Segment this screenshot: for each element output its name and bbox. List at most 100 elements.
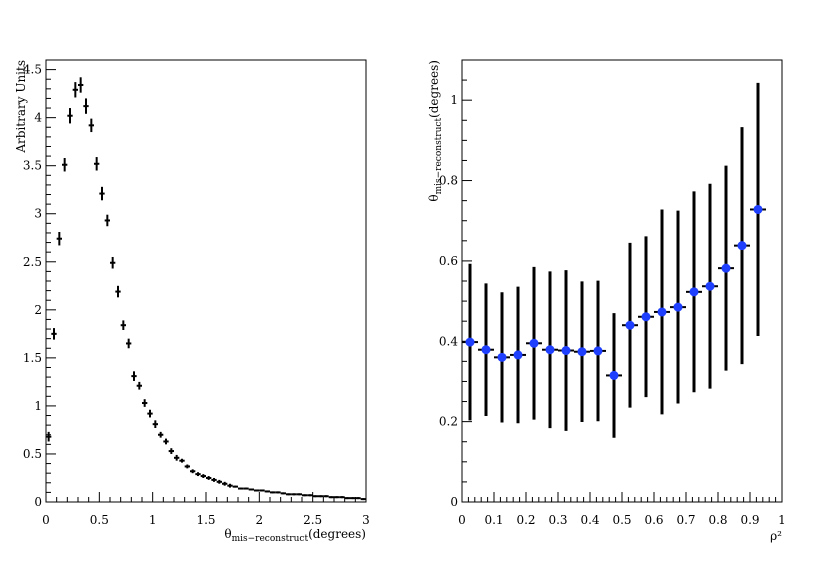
left-data-point xyxy=(195,472,201,477)
right-marker xyxy=(609,370,619,380)
right-x-tick-label: 0.7 xyxy=(676,513,695,527)
right-marker xyxy=(721,263,731,273)
left-data-point xyxy=(243,487,249,490)
left-y-tick-label: 0.5 xyxy=(23,447,42,461)
left-data-point xyxy=(152,420,158,429)
left-data-points xyxy=(46,77,366,501)
left-x-tick-label: 2.5 xyxy=(303,513,322,527)
left-data-point xyxy=(344,497,350,500)
right-data-point xyxy=(590,280,606,422)
left-data-point xyxy=(302,494,308,497)
left-data-point xyxy=(334,496,340,499)
right-marker xyxy=(545,345,555,355)
right-marker xyxy=(673,302,683,312)
left-data-point xyxy=(270,491,276,494)
left-data-point xyxy=(238,487,244,490)
right-x-tick-label: 1 xyxy=(778,513,786,527)
left-x-tick-label: 0.5 xyxy=(90,513,109,527)
right-marker xyxy=(497,352,507,362)
right-axes: 0 0.1 0.2 0.3 0.4 0.5 0.6 0.7 0.8 0.9 1 0 0.2 0.4 0.6 0… xyxy=(439,59,786,527)
left-chart: 0 0.5 1 1.5 2 2.5 3 0 0.5 1 1.5 2 2.5 3 3.5 4 4.5 Arbitr… xyxy=(14,59,370,544)
left-data-point xyxy=(275,491,281,494)
left-y-tick-label: 1.5 xyxy=(23,351,42,365)
right-x-tick-label: 0.2 xyxy=(516,513,535,527)
left-data-point xyxy=(280,492,286,495)
left-data-point xyxy=(264,490,270,493)
left-data-point xyxy=(179,458,185,463)
left-data-point xyxy=(227,483,233,488)
right-marker xyxy=(657,307,667,317)
left-data-point xyxy=(216,479,222,484)
left-data-point xyxy=(312,495,318,498)
right-data-point xyxy=(734,127,750,365)
left-data-point xyxy=(56,231,62,246)
left-data-point xyxy=(136,381,142,390)
left-data-point xyxy=(126,338,132,349)
right-data-point xyxy=(494,292,510,423)
left-data-point xyxy=(286,493,292,496)
right-y-tick-label: 0.6 xyxy=(439,254,458,268)
right-y-tick-label: 1 xyxy=(450,93,458,107)
right-data-point xyxy=(622,242,638,408)
right-marker xyxy=(513,350,523,360)
right-plot-frame xyxy=(461,59,783,503)
left-data-point xyxy=(104,214,110,227)
right-data-point xyxy=(606,313,622,438)
left-data-point xyxy=(168,448,174,454)
right-data-point xyxy=(526,266,542,420)
right-data-point xyxy=(574,281,590,423)
left-data-point xyxy=(211,477,217,482)
right-data-point xyxy=(558,270,574,431)
right-marker xyxy=(577,347,587,357)
left-data-point xyxy=(296,493,302,496)
left-y-tick-label: 4 xyxy=(34,111,42,125)
left-y-tick-label: 4.5 xyxy=(23,63,42,77)
right-marker xyxy=(705,281,715,291)
left-x-tick-label: 1 xyxy=(149,513,157,527)
right-marker xyxy=(561,346,571,356)
right-y-tick-label: 0.2 xyxy=(439,415,458,429)
left-data-point xyxy=(307,494,313,497)
right-data-point xyxy=(686,191,702,393)
left-data-point xyxy=(120,320,126,331)
right-y-tick-label: 0.8 xyxy=(439,174,458,188)
right-data-point xyxy=(542,271,558,429)
right-marker xyxy=(737,241,747,251)
right-data-point xyxy=(462,263,478,421)
right-x-tick-label: 0.1 xyxy=(484,513,503,527)
left-data-point xyxy=(222,481,228,486)
right-marker xyxy=(753,204,763,214)
left-data-point xyxy=(94,157,100,171)
left-x-axis-title: θmis−reconstruct(degrees) xyxy=(224,527,366,544)
left-data-point xyxy=(232,485,238,488)
right-marker xyxy=(625,320,635,330)
right-x-axis-title: ρ² xyxy=(770,529,782,543)
left-data-point xyxy=(328,496,334,499)
left-data-point xyxy=(206,476,212,480)
left-data-point xyxy=(355,497,361,500)
left-data-point xyxy=(259,489,265,492)
right-x-tick-label: 0.5 xyxy=(612,513,631,527)
left-data-point xyxy=(200,474,206,478)
right-data-point xyxy=(670,210,686,404)
right-data-point xyxy=(510,286,526,424)
left-data-point xyxy=(131,371,137,381)
right-marker xyxy=(481,345,491,355)
right-y-axis-title: θmis−reconstruct(degrees) xyxy=(427,60,444,202)
left-y-tick-label: 2.5 xyxy=(23,255,42,269)
left-axes: 0 0.5 1 1.5 2 2.5 3 0 0.5 1 1.5 2 2.5 3 3.5 4 4.5 xyxy=(23,59,370,527)
left-data-point xyxy=(67,108,73,124)
left-data-point xyxy=(142,399,148,407)
left-x-tick-label: 2 xyxy=(256,513,264,527)
left-data-point xyxy=(248,488,254,491)
left-data-point xyxy=(323,495,329,498)
left-x-tick-label: 3 xyxy=(362,513,370,527)
right-y-tick-label: 0.4 xyxy=(439,334,458,348)
left-data-point xyxy=(51,328,57,340)
left-data-point xyxy=(83,98,89,114)
left-data-point xyxy=(184,464,190,469)
right-x-tick-label: 0.6 xyxy=(644,513,663,527)
right-x-tick-label: 0.8 xyxy=(708,513,727,527)
right-chart: 0 0.1 0.2 0.3 0.4 0.5 0.6 0.7 0.8 0.9 1 0 0.2 0.4 0.6 0… xyxy=(427,59,786,543)
left-data-point xyxy=(147,409,153,418)
